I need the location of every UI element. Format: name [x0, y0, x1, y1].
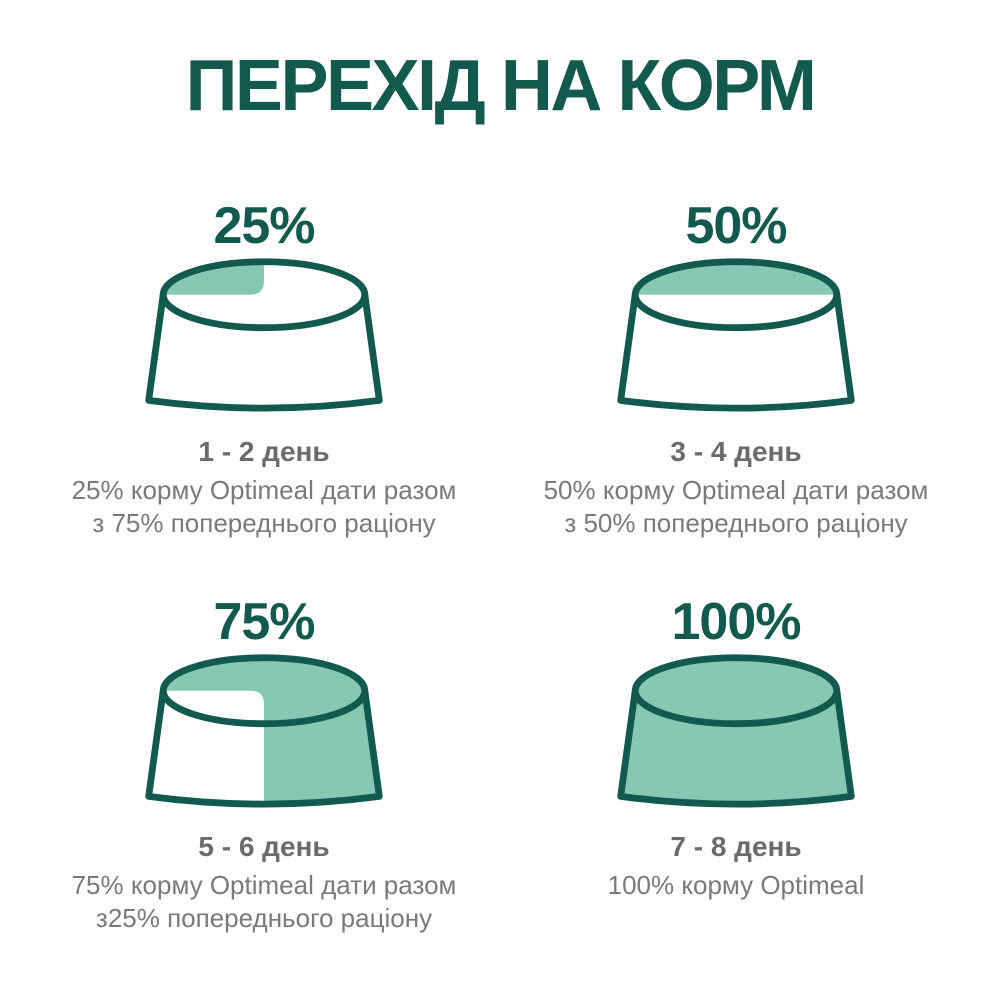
step-card-1: 25% 1 - 2 день 25% корму Optimeal дати р… — [28, 200, 500, 540]
description-line-1: 50% корму Optimeal дати разом — [543, 474, 929, 505]
percent-label: 75% — [213, 592, 315, 651]
description-line-1: 25% корму Optimeal дати разом — [71, 474, 457, 505]
bowl-body-outline — [617, 291, 855, 412]
bowl-fill-full — [620, 657, 852, 804]
bowl-body-outline — [617, 686, 855, 808]
bowl-fill-half — [635, 261, 837, 295]
day-range-label: 1 - 2 день — [198, 435, 330, 467]
day-range-label: 3 - 4 день — [670, 435, 802, 467]
step-description: 100% корму Optimeal — [608, 869, 865, 902]
bowl-50-illustration — [617, 258, 855, 412]
description-line-2: з 50% попереднього раціону — [564, 507, 908, 538]
bowl-75-illustration — [145, 654, 383, 808]
percent-label: 25% — [213, 197, 315, 255]
day-range-label: 5 - 6 день — [198, 831, 330, 863]
description-line-1: 100% корму Optimeal — [607, 870, 865, 901]
step-description: 75% корму Optimeal дати разом з25% попер… — [72, 869, 457, 935]
percent-label: 50% — [685, 197, 787, 255]
bowl-25-illustration — [145, 258, 383, 412]
bowl-rim-outline — [159, 258, 369, 332]
percent-label: 100% — [671, 592, 802, 651]
steps-grid: 25% 1 - 2 день 25% корму Optimeal дати р… — [0, 200, 1000, 935]
description-line-1: 75% корму Optimeal дати разом — [71, 870, 457, 901]
step-description: 25% корму Optimeal дати разом з 75% попе… — [72, 474, 457, 540]
bowl-body-outline — [145, 291, 383, 412]
description-line-2: з25% попереднього раціону — [95, 903, 433, 934]
page-title: ПЕРЕХІД НА КОРМ — [185, 46, 817, 126]
bowl-100-illustration — [617, 654, 855, 808]
bowl-rim-outline — [159, 654, 369, 727]
bowl-body-outline — [145, 686, 383, 808]
description-line-2: з 75% попереднього раціону — [92, 507, 436, 538]
step-card-3: 75% 5 - 6 день 75% корму Optimeal дати р… — [28, 596, 500, 936]
bowl-rim-outline — [631, 258, 841, 332]
day-range-label: 7 - 8 день — [670, 831, 802, 863]
step-card-2: 50% 3 - 4 день 50% корму Optimeal дати р… — [500, 200, 972, 540]
step-card-4: 100% 7 - 8 день 100% корму Optimeal — [500, 596, 972, 936]
step-description: 50% корму Optimeal дати разом з 50% попе… — [544, 474, 929, 540]
bowl-rim-outline — [631, 654, 841, 727]
